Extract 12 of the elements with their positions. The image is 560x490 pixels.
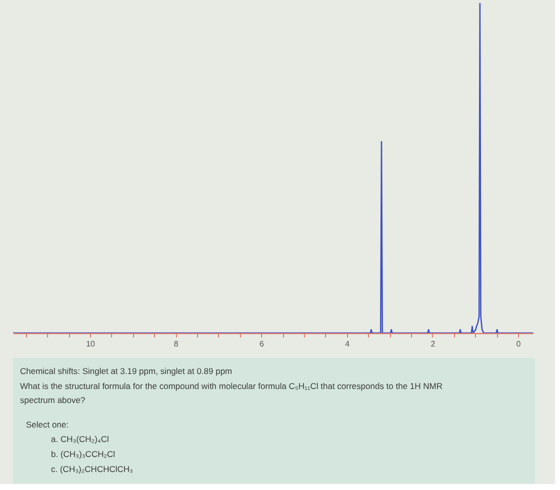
text: a. CH₃(CH₂)₄Cl xyxy=(51,434,110,444)
x-tick-label: 6 xyxy=(260,340,265,348)
text: c. (CH₃)₂CHCHClCH₃ xyxy=(51,464,133,474)
x-tick-label: 8 xyxy=(174,340,179,348)
text: Select one: xyxy=(26,419,69,430)
x-tick-label: 2 xyxy=(430,340,436,348)
x-tick-label: 0 xyxy=(516,340,522,348)
x-tick-label: 4 xyxy=(345,340,350,348)
text: Chemical shifts: Singlet at 3.19 ppm, singlet at 0.89 ppm xyxy=(20,366,232,376)
text: What is the structural formula for the compound with molecular formula C₅H₁₁Cl that corresponds to the 1H NMR spectrum above? xyxy=(20,380,443,405)
text: b. (CH₃)₃CCH₂Cl xyxy=(51,449,116,459)
x-tick-label: 10 xyxy=(86,340,96,348)
